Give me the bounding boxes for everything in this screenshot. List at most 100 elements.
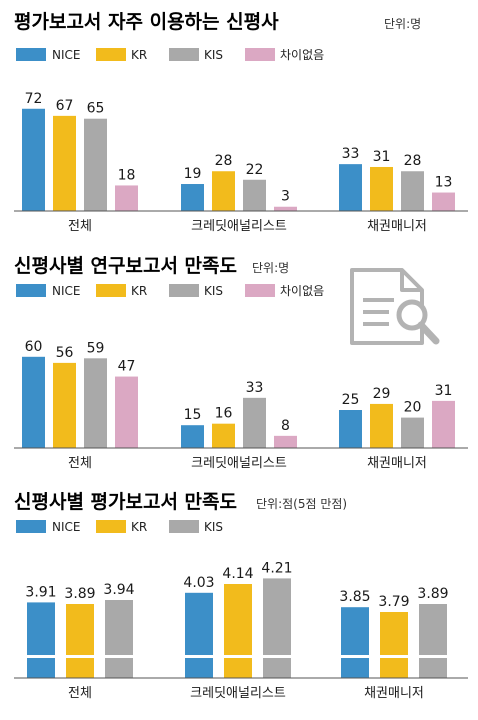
chart-title: 신평사별 연구보고서 만족도: [14, 255, 237, 277]
axis-break-mark: [340, 655, 370, 658]
bar-nice: [181, 425, 204, 448]
legend-label-kr: KR: [131, 520, 147, 534]
bar-kis: [401, 417, 424, 448]
bar-kr: [66, 604, 94, 678]
chart-research-satisfaction: 신평사별 연구보고서 만족도 단위:명 NICE KR KIS 차이없음 60 5…: [14, 255, 468, 471]
bar-kis: [84, 118, 107, 211]
value-label: 33: [246, 380, 264, 396]
value-label: 60: [25, 339, 43, 355]
value-label: 22: [246, 162, 264, 178]
value-label: 3.89: [417, 586, 448, 602]
value-label: 16: [215, 406, 233, 422]
chart-title: 평가보고서 자주 이용하는 신평사: [14, 11, 279, 33]
bar-nice: [22, 356, 45, 448]
category-label: 전체: [68, 219, 92, 234]
chart-rating-satisfaction: 신평사별 평가보고서 만족도 단위:점(5점 만점) NICE KR KIS 3…: [14, 491, 468, 701]
legend-swatch-nice: [16, 48, 46, 61]
value-label: 3.89: [64, 586, 95, 602]
value-label: 18: [118, 167, 136, 183]
legend-label-no-diff: 차이없음: [280, 48, 324, 62]
category-label: 크레딧애널리스트: [191, 456, 287, 471]
bar-kis: [401, 171, 424, 211]
bar-kis: [84, 358, 107, 448]
bar-kr: [380, 612, 408, 678]
value-label: 19: [184, 166, 202, 182]
value-label: 4.03: [183, 575, 214, 591]
value-label: 4.21: [261, 560, 292, 576]
value-label: 3.79: [378, 594, 409, 610]
axis-break-mark: [65, 655, 95, 658]
value-label: 3: [281, 189, 290, 205]
legend-label-kr: KR: [131, 284, 147, 298]
unit-label: 단위:명: [252, 261, 289, 275]
category-label: 크레딧애널리스트: [190, 686, 286, 701]
legend-label-kis: KIS: [204, 48, 223, 62]
legend-swatch-kis: [169, 48, 199, 61]
bar-kr: [212, 423, 235, 448]
bar-no-diff: [115, 185, 138, 211]
category-labels: 전체 크레딧애널리스트 채권매니저: [68, 219, 427, 234]
unit-label: 단위:명: [384, 17, 421, 31]
bar-kr: [224, 584, 252, 678]
bar-no-diff: [432, 400, 455, 448]
axis-break-mark: [104, 655, 134, 658]
value-label: 25: [342, 392, 360, 408]
legend-swatch-no-diff: [245, 284, 275, 297]
category-label: 전체: [68, 686, 92, 701]
category-label: 크레딧애널리스트: [191, 219, 287, 234]
bar-kr: [370, 403, 393, 448]
bar-kr: [53, 115, 76, 211]
value-label: 47: [118, 359, 136, 375]
category-labels: 전체 크레딧애널리스트 채권매니저: [68, 686, 424, 701]
bar-nice: [27, 602, 55, 678]
bar-nice: [339, 164, 362, 211]
chart-title: 신평사별 평가보고서 만족도: [14, 491, 237, 513]
legend: NICE KR KIS: [16, 520, 223, 534]
bar-nice: [341, 607, 369, 678]
bar-kis: [243, 179, 266, 211]
legend-label-no-diff: 차이없음: [280, 284, 324, 298]
legend-swatch-no-diff: [245, 48, 275, 61]
unit-label: 단위:점(5점 만점): [256, 497, 347, 511]
bar-kis: [105, 600, 133, 678]
bar-nice: [181, 184, 204, 211]
axis-break-mark: [418, 655, 448, 658]
legend-swatch-nice: [16, 520, 46, 533]
axis-break-mark: [262, 655, 292, 658]
bar-kr: [212, 171, 235, 211]
value-label: 28: [215, 153, 233, 169]
legend-label-kr: KR: [131, 48, 147, 62]
bar-no-diff: [274, 206, 297, 211]
axis-break-mark: [223, 655, 253, 658]
value-label: 59: [87, 340, 105, 356]
value-label: 3.85: [339, 589, 370, 605]
value-label: 20: [404, 400, 422, 416]
value-label: 67: [56, 98, 74, 114]
legend-swatch-kr: [96, 520, 126, 533]
category-label: 채권매니저: [364, 686, 424, 701]
value-label: 31: [435, 383, 453, 399]
bar-kis: [419, 604, 447, 678]
legend: NICE KR KIS 차이없음: [16, 48, 324, 62]
value-label: 3.91: [25, 584, 56, 600]
category-label: 전체: [68, 456, 92, 471]
legend-swatch-nice: [16, 284, 46, 297]
value-label: 15: [184, 407, 202, 423]
legend-label-nice: NICE: [52, 284, 80, 298]
legend-swatch-kis: [169, 520, 199, 533]
bar-kis: [263, 578, 291, 678]
axis-break-mark: [26, 655, 56, 658]
legend: NICE KR KIS 차이없음: [16, 284, 324, 298]
legend-label-kis: KIS: [204, 284, 223, 298]
legend-swatch-kis: [169, 284, 199, 297]
category-labels: 전체 크레딧애널리스트 채권매니저: [68, 456, 427, 471]
category-label: 채권매니저: [367, 219, 427, 234]
value-label: 33: [342, 146, 360, 162]
bar-kis: [243, 397, 266, 448]
legend-label-nice: NICE: [52, 520, 80, 534]
value-label: 29: [373, 386, 391, 402]
value-label: 65: [87, 101, 105, 117]
value-label: 4.14: [222, 566, 253, 582]
